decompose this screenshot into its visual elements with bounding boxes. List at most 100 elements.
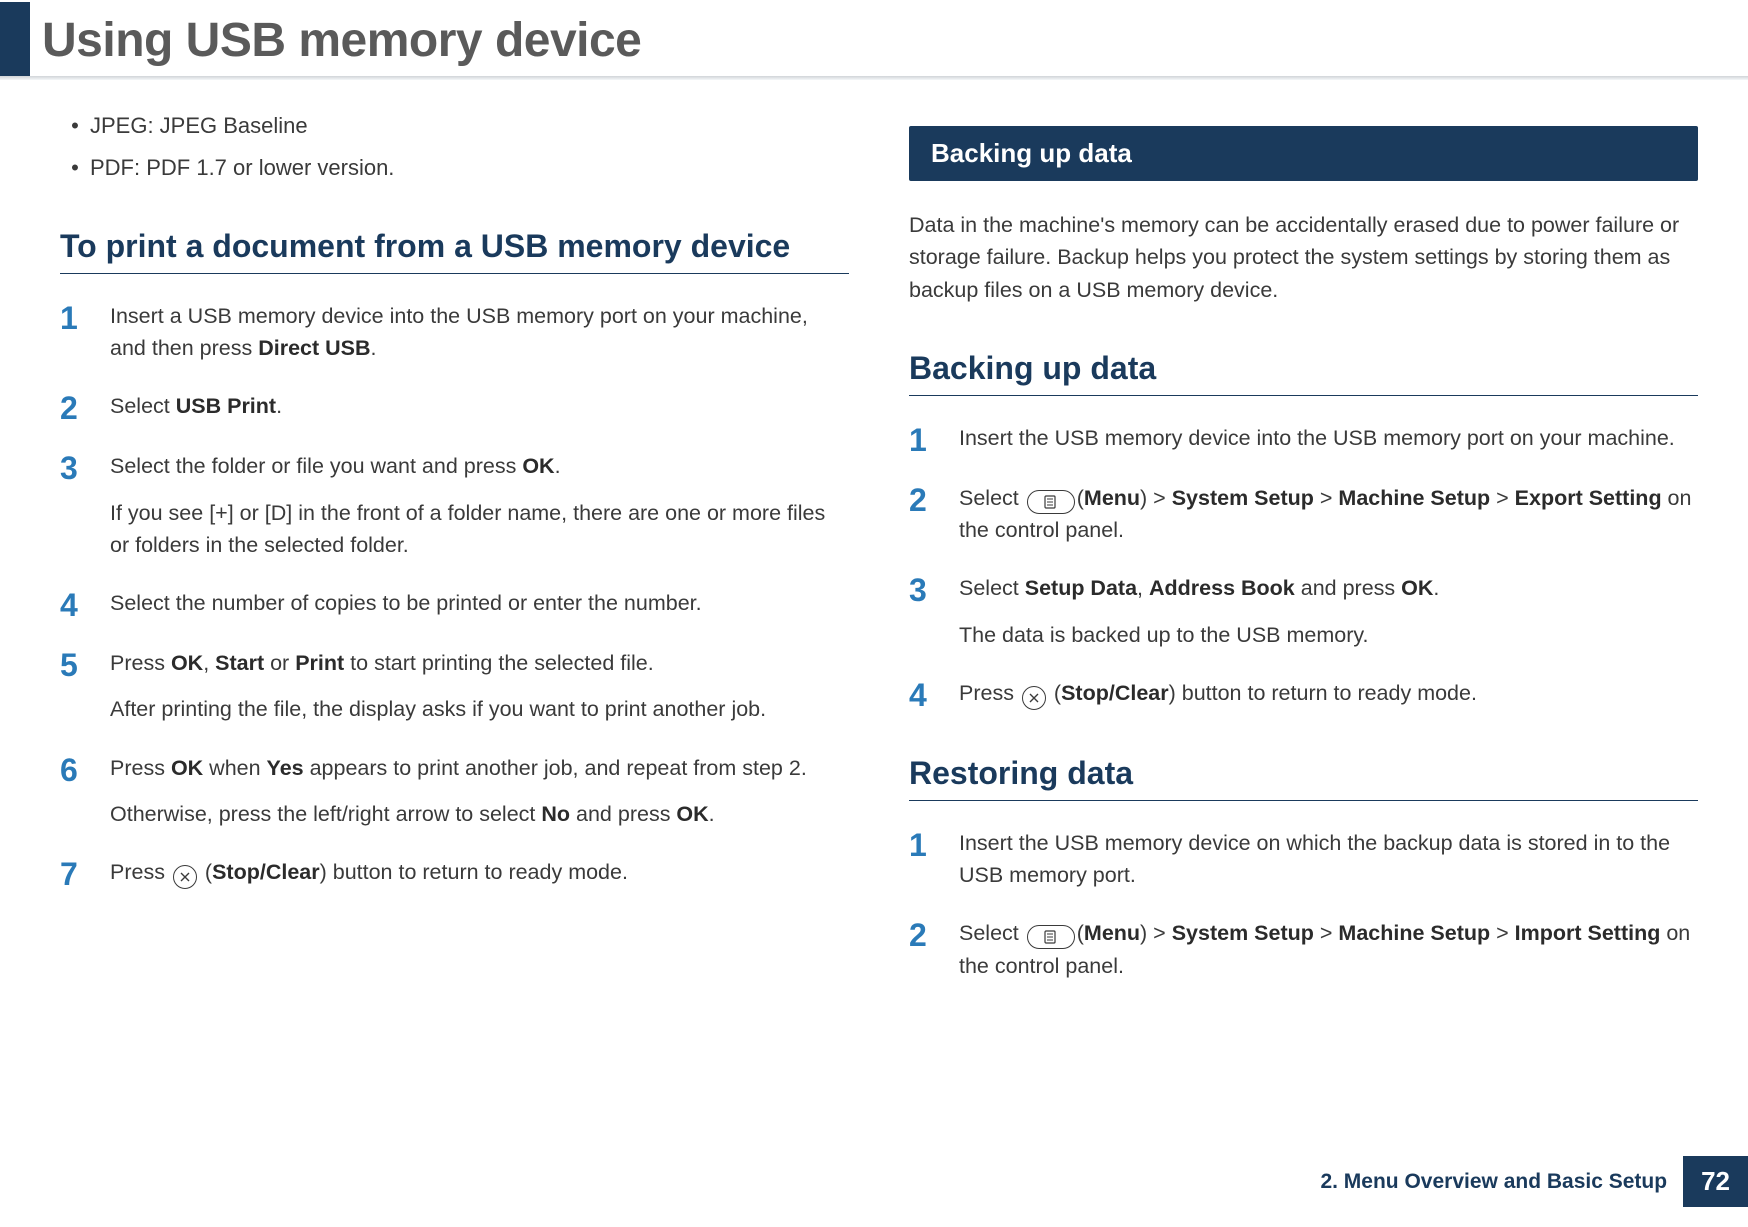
footer-chapter: 2. Menu Overview and Basic Setup [1320, 1170, 1683, 1194]
numbered-step: 4Press (Stop/Clear) button to return to … [909, 677, 1698, 711]
text-fragment: OK [171, 651, 203, 675]
numbered-step: 4Select the number of copies to be print… [60, 587, 849, 621]
text-fragment: System Setup [1172, 486, 1314, 510]
step-number: 7 [60, 856, 110, 890]
text-fragment: Import Setting [1515, 921, 1661, 945]
text-fragment: OK [1401, 576, 1433, 600]
footer-page-number: 72 [1683, 1156, 1748, 1207]
text-fragment: Menu [1084, 921, 1140, 945]
step-paragraph: Press OK, Start or Print to start printi… [110, 647, 849, 679]
text-fragment: Select [959, 576, 1025, 600]
text-fragment: > [1490, 921, 1515, 945]
numbered-step: 1Insert the USB memory device on which t… [909, 827, 1698, 892]
step-paragraph: Insert a USB memory device into the USB … [110, 300, 849, 365]
step-paragraph: Select (Menu) > System Setup > Machine S… [959, 917, 1698, 982]
text-fragment: . [709, 802, 715, 826]
step-number: 2 [60, 390, 110, 424]
text-fragment: Select the number of copies to be printe… [110, 591, 702, 615]
text-fragment: , [203, 651, 215, 675]
page-title: Using USB memory device [30, 13, 641, 68]
bullet-marker: • [60, 110, 90, 142]
text-fragment: > [1314, 486, 1339, 510]
text-fragment: > [1490, 486, 1515, 510]
subheading-divider [909, 395, 1698, 396]
numbered-step: 2Select (Menu) > System Setup > Machine … [909, 482, 1698, 547]
text-fragment: Insert the USB memory device into the US… [959, 426, 1675, 450]
stop-clear-icon [1022, 686, 1046, 710]
step-body: Insert the USB memory device into the US… [959, 422, 1698, 456]
step-body: Select Setup Data, Address Book and pres… [959, 572, 1698, 651]
section-band: Backing up data [909, 126, 1698, 181]
left-steps-list: 1Insert a USB memory device into the USB… [60, 300, 849, 890]
text-fragment: Insert the USB memory device on which th… [959, 831, 1670, 887]
text-fragment: Select the folder or file you want and p… [110, 454, 522, 478]
numbered-step: 2Select (Menu) > System Setup > Machine … [909, 917, 1698, 982]
backup-intro: Data in the machine's memory can be acci… [909, 209, 1698, 306]
text-fragment: to start printing the selected file. [344, 651, 654, 675]
step-number: 1 [60, 300, 110, 365]
step-number: 2 [909, 482, 959, 547]
text-fragment: ) button to return to ready mode. [320, 860, 628, 884]
step-number: 4 [909, 677, 959, 711]
content-area: •JPEG: JPEG Baseline•PDF: PDF 1.7 or low… [0, 80, 1748, 1008]
bullet-item: •JPEG: JPEG Baseline [60, 110, 849, 142]
text-fragment: Select [110, 394, 176, 418]
text-fragment: Print [295, 651, 344, 675]
step-number: 3 [60, 450, 110, 561]
step-paragraph: Select USB Print. [110, 390, 849, 422]
step-paragraph: Select the number of copies to be printe… [110, 587, 849, 619]
step-body: Select (Menu) > System Setup > Machine S… [959, 917, 1698, 982]
step-paragraph: Otherwise, press the left/right arrow to… [110, 798, 849, 830]
text-fragment: Yes [267, 756, 304, 780]
numbered-step: 1Insert the USB memory device into the U… [909, 422, 1698, 456]
text-fragment: Direct USB [258, 336, 370, 360]
steps-list: 1Insert the USB memory device into the U… [909, 422, 1698, 711]
numbered-step: 5Press OK, Start or Print to start print… [60, 647, 849, 726]
text-fragment: . [555, 454, 561, 478]
text-fragment: and press [1295, 576, 1401, 600]
text-fragment: Machine Setup [1338, 486, 1490, 510]
text-fragment: ( [199, 860, 212, 884]
text-fragment: Setup Data [1025, 576, 1137, 600]
text-fragment: Start [215, 651, 264, 675]
format-bullet-list: •JPEG: JPEG Baseline•PDF: PDF 1.7 or low… [60, 110, 849, 184]
text-fragment: when [203, 756, 266, 780]
text-fragment: USB Print [176, 394, 276, 418]
text-fragment: After printing the file, the display ask… [110, 697, 766, 721]
text-fragment: . [1433, 576, 1439, 600]
step-body: Select (Menu) > System Setup > Machine S… [959, 482, 1698, 547]
text-fragment: Machine Setup [1338, 921, 1490, 945]
step-paragraph: Select Setup Data, Address Book and pres… [959, 572, 1698, 604]
text-fragment: ( [1077, 486, 1084, 510]
stop-clear-icon [173, 865, 197, 889]
text-fragment: Press [110, 651, 171, 675]
text-fragment: Press [110, 756, 171, 780]
step-body: Select the folder or file you want and p… [110, 450, 849, 561]
page-footer: 2. Menu Overview and Basic Setup 72 [1320, 1156, 1748, 1207]
step-number: 3 [909, 572, 959, 651]
right-subheading: Restoring data [909, 755, 1698, 792]
step-body: Select USB Print. [110, 390, 849, 424]
text-fragment: Stop/Clear [212, 860, 320, 884]
text-fragment: ( [1048, 681, 1061, 705]
step-body: Press (Stop/Clear) button to return to r… [110, 856, 849, 890]
steps-list: 1Insert the USB memory device on which t… [909, 827, 1698, 982]
text-fragment: System Setup [1172, 921, 1314, 945]
text-fragment: and press [570, 802, 676, 826]
numbered-step: 3Select the folder or file you want and … [60, 450, 849, 561]
subheading-divider [60, 273, 849, 274]
step-paragraph: Press (Stop/Clear) button to return to r… [110, 856, 849, 889]
text-fragment: Press [959, 681, 1020, 705]
bullet-marker: • [60, 152, 90, 184]
step-body: Select the number of copies to be printe… [110, 587, 849, 621]
step-paragraph: After printing the file, the display ask… [110, 693, 849, 725]
step-paragraph: Select (Menu) > System Setup > Machine S… [959, 482, 1698, 547]
step-paragraph: Select the folder or file you want and p… [110, 450, 849, 482]
text-fragment: Press [110, 860, 171, 884]
text-fragment: Insert a USB memory device into the USB … [110, 304, 808, 360]
text-fragment: Otherwise, press the left/right arrow to… [110, 802, 541, 826]
step-paragraph: Press (Stop/Clear) button to return to r… [959, 677, 1698, 710]
text-fragment: OK [171, 756, 203, 780]
menu-button-icon [1027, 925, 1075, 949]
right-column: Backing up data Data in the machine's me… [909, 110, 1698, 1008]
